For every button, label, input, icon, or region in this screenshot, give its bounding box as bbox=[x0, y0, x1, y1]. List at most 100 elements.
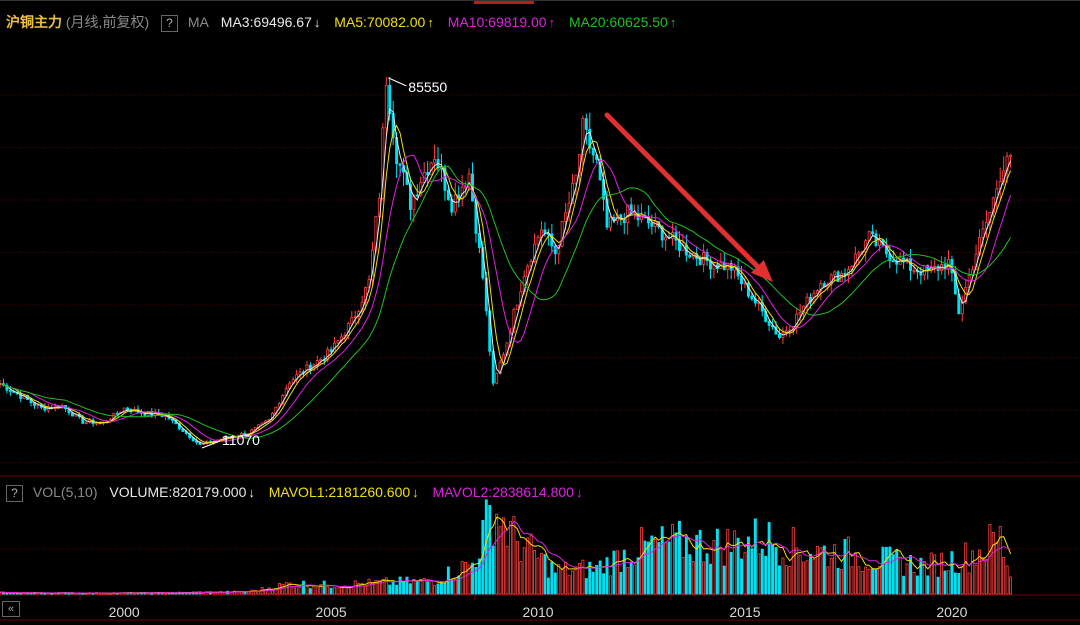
candle-down bbox=[181, 428, 185, 432]
candle-up bbox=[560, 220, 564, 247]
volume-bar-up bbox=[522, 547, 526, 595]
volume-bar-down bbox=[602, 573, 606, 595]
volume-bar-up bbox=[867, 568, 871, 595]
volume-bar-down bbox=[767, 522, 771, 595]
volume-bar-down bbox=[612, 550, 616, 595]
volume-bar-down bbox=[729, 552, 733, 595]
candle-down bbox=[491, 350, 495, 384]
scroll-left-icon[interactable]: « bbox=[2, 601, 20, 617]
volume-bar-up bbox=[374, 580, 378, 595]
volume-bar-up bbox=[502, 517, 506, 595]
mavol1-readout: MAVOL1:2181260.600 ↓ bbox=[268, 484, 419, 500]
volume-bar-down bbox=[646, 541, 650, 595]
volume-bar-down bbox=[957, 573, 961, 595]
ma10-line bbox=[0, 154, 1012, 442]
volume-bar-up bbox=[312, 585, 316, 595]
x-tick-label: 2015 bbox=[729, 604, 760, 620]
volume-bar-down bbox=[595, 565, 599, 595]
volume-bar-down bbox=[605, 557, 609, 595]
volume-bar-down bbox=[722, 565, 726, 595]
volume-bar-down bbox=[43, 592, 47, 595]
volume-bar-up bbox=[733, 530, 737, 595]
volume-bar-up bbox=[712, 540, 716, 595]
volume-bar-up bbox=[978, 549, 981, 595]
volume-bar-down bbox=[871, 568, 875, 595]
volume-bar-up bbox=[905, 563, 909, 595]
volume-bar-up bbox=[929, 552, 933, 595]
volume-bar-down bbox=[764, 555, 768, 595]
volume-bar-up bbox=[974, 564, 978, 595]
ma5-readout: MA5:70082.00 ↑ bbox=[334, 14, 434, 30]
volume-bar-up bbox=[357, 583, 361, 595]
volume-bar-down bbox=[391, 580, 395, 595]
volume-bar-down bbox=[329, 587, 333, 595]
indicator-name[interactable]: MA bbox=[187, 14, 209, 30]
candle-up bbox=[819, 283, 823, 292]
candle-up bbox=[964, 287, 968, 303]
candle-down bbox=[415, 194, 419, 197]
candle-down bbox=[8, 389, 12, 392]
candle-up bbox=[319, 358, 323, 362]
volume-bar-down bbox=[474, 566, 478, 595]
volume-bar-down bbox=[636, 557, 640, 595]
volume-bar-up bbox=[864, 566, 868, 595]
volume-bar-up bbox=[984, 559, 988, 595]
volume-bar-down bbox=[915, 575, 919, 595]
volume-bar-up bbox=[557, 564, 561, 595]
volume-bar-up bbox=[364, 585, 368, 595]
candle-up bbox=[433, 158, 437, 164]
volume-bar-up bbox=[353, 580, 357, 595]
volume-bar-up bbox=[326, 586, 330, 595]
volume-bar-down bbox=[457, 575, 461, 595]
volume-bar-down bbox=[709, 563, 712, 595]
instrument-name[interactable]: 沪铜主力 bbox=[6, 14, 62, 30]
candle-up bbox=[995, 188, 999, 199]
volume-bar-up bbox=[319, 584, 323, 595]
volume-bar-down bbox=[753, 518, 757, 595]
volume-help-icon[interactable]: ? bbox=[6, 484, 23, 502]
volume-bar-up bbox=[940, 552, 944, 595]
candle-down bbox=[891, 260, 895, 263]
volume-bar-up bbox=[512, 516, 516, 595]
volume-bar-up bbox=[367, 578, 371, 595]
volume-bar-up bbox=[805, 560, 809, 595]
volume-bar-down bbox=[750, 548, 754, 595]
volume-bar-up bbox=[898, 556, 902, 595]
volume-bar-up bbox=[960, 566, 964, 595]
candle-down bbox=[446, 189, 450, 200]
volume-bar-down bbox=[302, 580, 305, 595]
candle-up bbox=[305, 364, 309, 374]
volume-bar-up bbox=[967, 572, 971, 595]
candle-down bbox=[588, 128, 592, 149]
volume-bar-up bbox=[702, 561, 706, 595]
volume-bar-down bbox=[888, 546, 892, 595]
ma3-line bbox=[0, 107, 1012, 444]
candle-up bbox=[412, 194, 416, 210]
volume-bar-up bbox=[781, 557, 785, 595]
volume-indicator-name[interactable]: VOL(5,10) bbox=[32, 484, 98, 500]
candle-up bbox=[495, 372, 499, 384]
volume-bar-up bbox=[1005, 565, 1009, 595]
high-label: 85550 bbox=[408, 79, 447, 95]
candle-up bbox=[991, 197, 995, 213]
volume-bar-down bbox=[322, 580, 326, 595]
period-label[interactable]: (月线,前复权) bbox=[65, 14, 150, 30]
volume-bar-up bbox=[284, 582, 288, 595]
volume-bar-up bbox=[381, 578, 385, 595]
volume-bar-up bbox=[802, 561, 806, 595]
volume-bar-up bbox=[229, 592, 233, 595]
volume-bar-up bbox=[288, 582, 292, 595]
volume-bar-up bbox=[971, 550, 975, 595]
help-icon[interactable]: ? bbox=[161, 14, 178, 32]
volume-bar-up bbox=[581, 559, 585, 595]
candle-down bbox=[398, 163, 402, 166]
volume-bar-up bbox=[377, 580, 381, 595]
volume-bar-down bbox=[760, 548, 764, 595]
volume-bar-up bbox=[339, 586, 343, 595]
volume-bar-down bbox=[684, 536, 688, 595]
candle-up bbox=[1009, 154, 1013, 157]
volume-bar-down bbox=[950, 551, 954, 595]
volume-bar-down bbox=[622, 549, 626, 595]
volume-bar-up bbox=[419, 578, 423, 595]
